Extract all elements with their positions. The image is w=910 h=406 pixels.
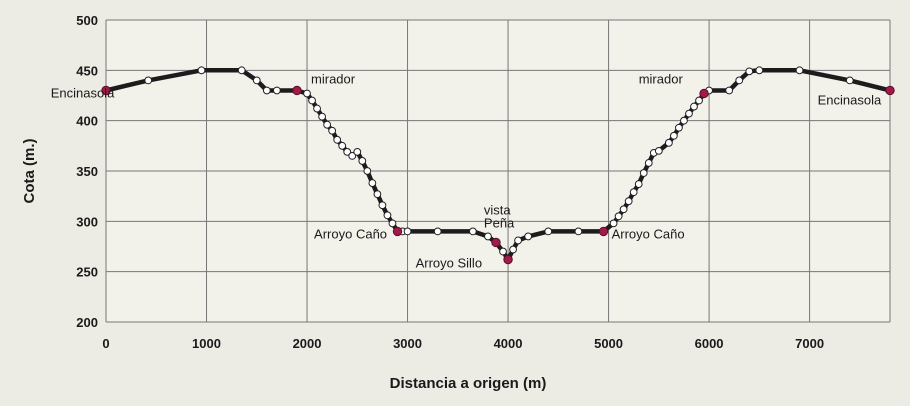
data-point: [635, 181, 642, 188]
data-point: [324, 121, 331, 128]
data-point: [404, 228, 411, 235]
data-point: [640, 170, 647, 177]
data-point: [319, 113, 326, 120]
data-point: [334, 136, 341, 143]
data-point: [756, 67, 763, 74]
highlight-point: [293, 86, 301, 94]
data-point: [510, 246, 517, 253]
x-tick-label: 4000: [494, 336, 523, 351]
y-tick-label: 350: [76, 164, 98, 179]
x-tick-label: 1000: [192, 336, 221, 351]
y-tick-label: 450: [76, 63, 98, 78]
data-point: [545, 228, 552, 235]
y-tick-label: 300: [76, 214, 98, 229]
data-point: [696, 97, 703, 104]
data-point: [515, 237, 522, 244]
data-point: [796, 67, 803, 74]
data-point: [686, 110, 693, 117]
data-point: [304, 90, 311, 97]
y-axis-title: Cota (m.): [21, 139, 38, 204]
highlight-point: [492, 238, 500, 246]
annotation-label: mirador: [639, 71, 684, 86]
data-point: [846, 77, 853, 84]
data-point: [263, 87, 270, 94]
data-point: [615, 213, 622, 220]
data-point: [359, 158, 366, 165]
y-tick-label: 500: [76, 13, 98, 28]
annotation-label: Arroyo Sillo: [416, 256, 482, 271]
highlight-point: [599, 227, 607, 235]
x-tick-label: 0: [102, 336, 109, 351]
x-axis-title: Distancia a origen (m): [390, 375, 547, 392]
data-point: [655, 147, 662, 154]
data-point: [625, 198, 632, 205]
highlight-point: [700, 89, 708, 97]
data-point: [665, 139, 672, 146]
annotation-label: Peña: [484, 215, 515, 230]
data-point: [364, 168, 371, 175]
annotation-label: mirador: [311, 71, 356, 86]
annotation-label: Arroyo Caño: [612, 226, 685, 241]
highlight-point: [886, 86, 894, 94]
data-point: [736, 77, 743, 84]
y-tick-label: 250: [76, 265, 98, 280]
data-point: [485, 233, 492, 240]
highlight-point: [393, 227, 401, 235]
data-point: [469, 228, 476, 235]
x-tick-label: 7000: [795, 336, 824, 351]
data-point: [384, 212, 391, 219]
data-point: [379, 202, 386, 209]
data-point: [253, 77, 260, 84]
x-tick-label: 5000: [594, 336, 623, 351]
data-point: [691, 103, 698, 110]
data-point: [369, 180, 376, 187]
data-point: [309, 97, 316, 104]
data-point: [273, 87, 280, 94]
annotation-label: Encinasola: [51, 86, 115, 101]
data-point: [238, 67, 245, 74]
data-point: [726, 87, 733, 94]
x-tick-label: 6000: [695, 336, 724, 351]
data-point: [645, 160, 652, 167]
data-point: [500, 248, 507, 255]
y-tick-label: 400: [76, 114, 98, 129]
data-point: [525, 233, 532, 240]
highlight-point: [504, 255, 512, 263]
data-point: [676, 124, 683, 131]
data-point: [575, 228, 582, 235]
data-point: [630, 189, 637, 196]
data-point: [198, 67, 205, 74]
data-point: [354, 148, 361, 155]
data-point: [314, 105, 321, 112]
x-tick-label: 3000: [393, 336, 422, 351]
data-point: [620, 206, 627, 213]
data-point: [681, 117, 688, 124]
data-point: [339, 142, 346, 149]
data-point: [145, 77, 152, 84]
data-point: [746, 68, 753, 75]
annotation-label: Arroyo Caño: [314, 226, 387, 241]
annotation-label: Encinasola: [818, 93, 882, 108]
y-tick-label: 200: [76, 315, 98, 330]
data-point: [670, 132, 677, 139]
data-point: [434, 228, 441, 235]
x-tick-label: 2000: [293, 336, 322, 351]
data-point: [329, 127, 336, 134]
data-point: [374, 191, 381, 198]
data-point: [389, 220, 396, 227]
